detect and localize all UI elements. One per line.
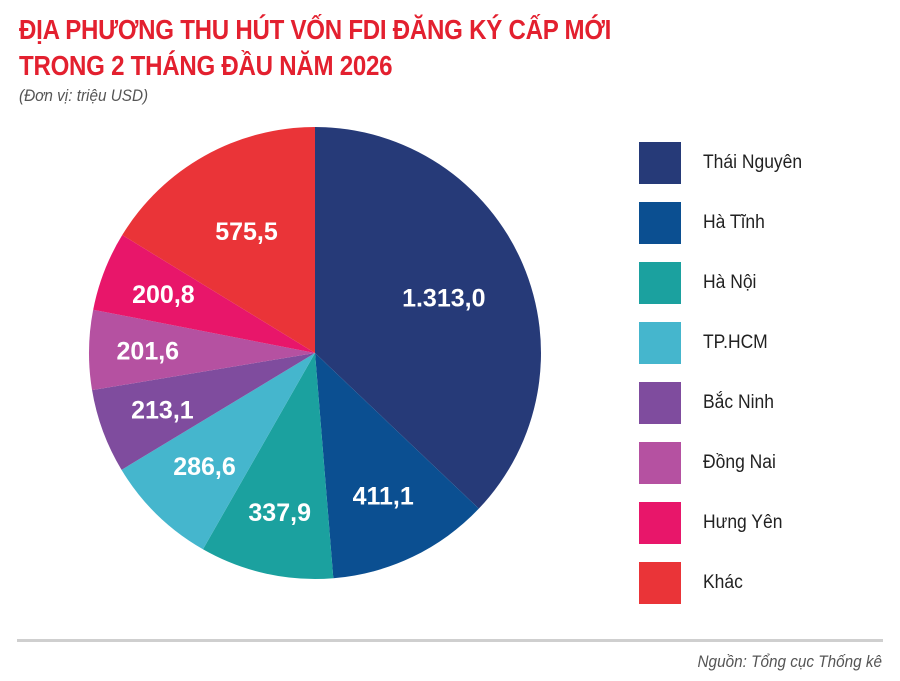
- pie-slice-value-label: 411,1: [353, 483, 414, 511]
- legend-swatch: [639, 382, 681, 424]
- legend-label: Hưng Yên: [703, 512, 783, 533]
- legend-label: Hà Tĩnh: [703, 212, 765, 233]
- pie-slice-value-label: 575,5: [215, 218, 278, 246]
- pie-slice-h-n-i: [202, 353, 334, 580]
- pie-slice-b-c-ninh: [92, 353, 315, 470]
- legend-label: Đồng Nai: [703, 452, 776, 473]
- legend-label: Thái Nguyên: [703, 152, 803, 173]
- pie-slice--ng-nai: [89, 309, 315, 391]
- legend-label: Hà Nội: [703, 272, 757, 293]
- legend-swatch: [639, 442, 681, 484]
- chart-title-line-1: ĐỊA PHƯƠNG THU HÚT VỐN FDI ĐĂNG KÝ CẤP M…: [19, 14, 612, 45]
- pie-slice-value-label: 201,6: [117, 338, 180, 366]
- pie-slice-th-i-nguy-n: [315, 127, 541, 509]
- pie-slice-value-label: 200,8: [132, 281, 195, 309]
- legend-swatch: [639, 202, 681, 244]
- legend-label: TP.HCM: [703, 332, 768, 353]
- legend-item: Đồng Nai: [639, 442, 811, 484]
- legend-item: Bắc Ninh: [639, 382, 811, 424]
- chart-title: ĐỊA PHƯƠNG THU HÚT VỐN FDI ĐĂNG KÝ CẤP M…: [19, 12, 611, 84]
- legend-item: Hà Nội: [639, 262, 811, 304]
- chart-legend: Thái Nguyên Hà Tĩnh Hà Nội TP.HCM Bắc Ninh Đồ…: [639, 142, 811, 622]
- legend-item: Hưng Yên: [639, 502, 811, 544]
- pie-slice-value-label: 213,1: [131, 396, 194, 424]
- legend-swatch: [639, 502, 681, 544]
- pie-slice-value-label: 337,9: [248, 499, 311, 527]
- chart-title-line-2: TRONG 2 THÁNG ĐẦU NĂM 2026: [19, 50, 393, 81]
- legend-item: TP.HCM: [639, 322, 811, 364]
- pie-slice-kh-c: [122, 126, 316, 353]
- legend-label: Khác: [703, 572, 743, 593]
- legend-swatch: [639, 262, 681, 304]
- chart-unit-label: (Đơn vị: triệu USD): [19, 86, 149, 105]
- legend-swatch: [639, 562, 681, 604]
- legend-item: Hà Tĩnh: [639, 202, 811, 244]
- pie-slice-value-label: 1.313,0: [402, 285, 485, 313]
- legend-label: Bắc Ninh: [703, 392, 774, 413]
- pie-slice-tp-hcm: [121, 353, 315, 550]
- pie-slice-h-t-nh: [315, 353, 479, 579]
- pie-slice-h-ng-y-n: [93, 235, 315, 353]
- pie-slice-value-label: 286,6: [173, 453, 236, 481]
- footer-divider: [17, 639, 883, 642]
- legend-item: Khác: [639, 562, 811, 604]
- legend-item: Thái Nguyên: [639, 142, 811, 184]
- legend-swatch: [639, 322, 681, 364]
- source-note: Nguồn: Tổng cục Thống kê: [697, 652, 882, 671]
- legend-swatch: [639, 142, 681, 184]
